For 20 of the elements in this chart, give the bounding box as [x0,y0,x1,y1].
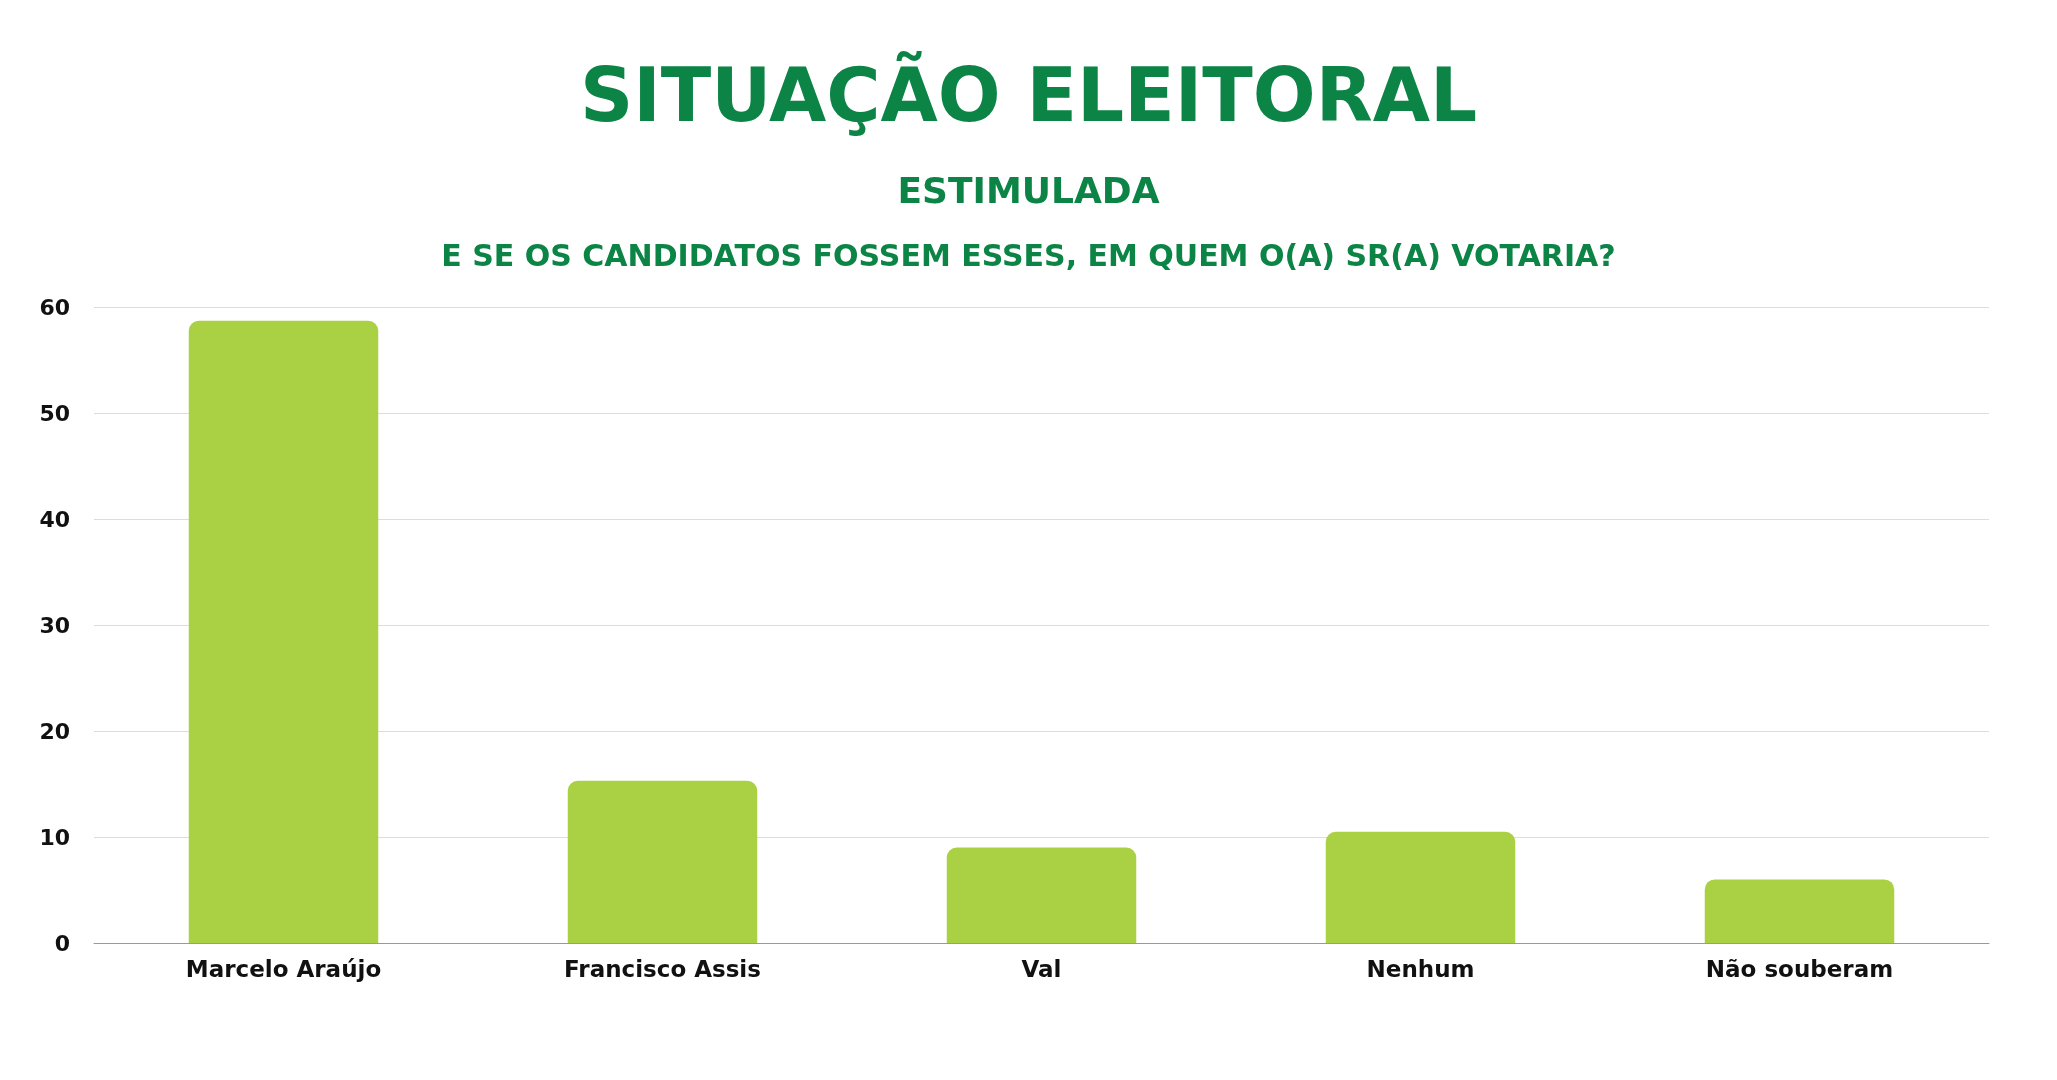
x-tick-label: Não souberam [1705,955,1894,982]
y-tick-label: 30 [39,612,70,638]
bar [946,847,1137,943]
y-tick-label: 0 [54,930,70,956]
y-tick-label: 10 [39,824,70,850]
y-tick-label: 60 [39,294,70,320]
y-tick-label: 40 [39,506,70,532]
bar [567,780,758,943]
y-tick-label: 20 [39,718,70,744]
chart-subtitle: ESTIMULADA [897,169,1160,211]
bar [1704,879,1895,943]
chart-title: SITUAÇÃO ELEITORAL [579,51,1478,138]
x-tick-label: Val [1021,955,1062,982]
y-tick-label: 50 [39,400,70,426]
x-tick-label: Nenhum [1366,955,1475,982]
text: E SE OS CANDIDATOS FOSSEM ESSES, EM QUEM O(A) SR(A) VOTARIA? [441,237,1616,273]
x-tick-label: Marcelo Araújo [185,955,382,982]
bar [1325,831,1516,943]
x-tick-label: Francisco Assis [564,955,761,982]
bar [188,320,379,943]
